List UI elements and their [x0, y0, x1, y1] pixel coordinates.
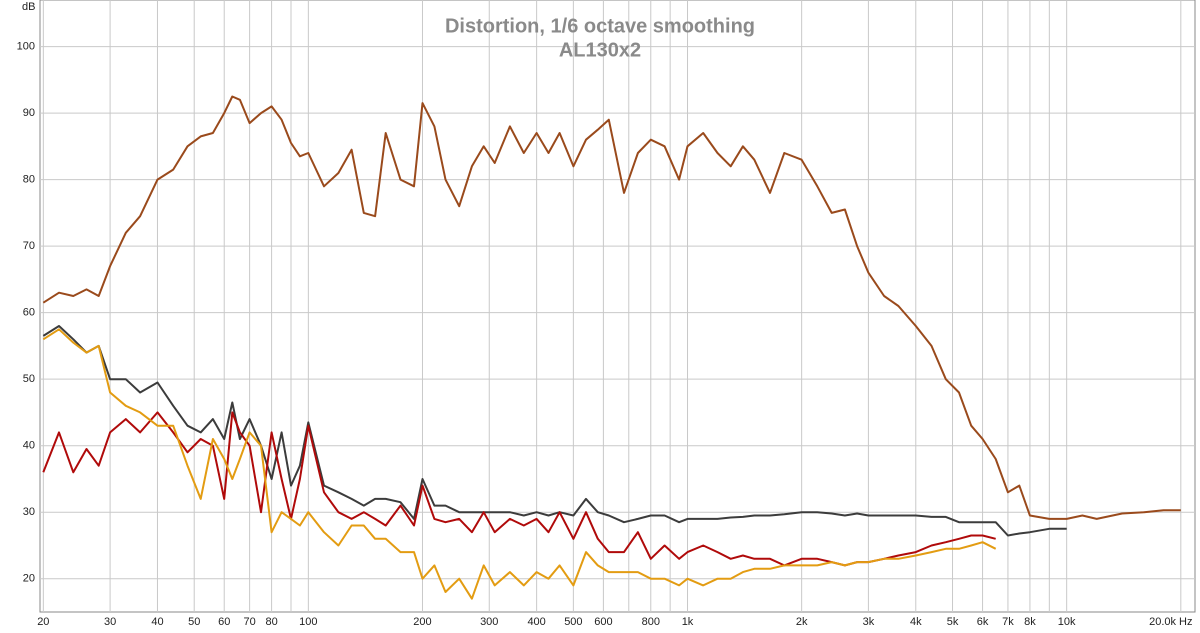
y-tick-label: 40 [23, 440, 35, 452]
x-tick-label: 80 [265, 616, 277, 628]
x-tick-label: 400 [527, 616, 545, 628]
x-tick-label: 5k [947, 616, 959, 628]
x-tick-label: 100 [299, 616, 317, 628]
grid [40, 0, 1195, 612]
y-tick-label: 20 [23, 573, 35, 585]
x-tick-label: 60 [218, 616, 230, 628]
chart-subtitle: AL130x2 [559, 39, 641, 61]
series-line [42, 328, 997, 600]
x-tick-label: 10k [1058, 616, 1076, 628]
series-line [42, 325, 1067, 537]
chart-title: Distortion, 1/6 octave smoothing [445, 15, 755, 37]
y-tick-label: 50 [23, 373, 35, 385]
x-tick-label: 6k [977, 616, 989, 628]
y-tick-label: 30 [23, 506, 35, 518]
x-tick-label: 800 [642, 616, 660, 628]
x-tick-label: 4k [910, 616, 922, 628]
y-axis-label: dB [22, 1, 35, 13]
y-tick-label: 60 [23, 307, 35, 319]
x-tick-label: 30 [104, 616, 116, 628]
x-tick-label: 1k [682, 616, 694, 628]
series-line [42, 411, 996, 567]
x-tick-label: 50 [188, 616, 200, 628]
y-tick-label: 100 [17, 40, 35, 52]
x-tick-label: 70 [243, 616, 255, 628]
x-tick-label: 40 [151, 616, 163, 628]
y-tick-label: 90 [23, 107, 35, 119]
x-tick-label: 2k [796, 616, 808, 628]
x-tick-label: 7k [1002, 616, 1014, 628]
y-tick-label: 70 [23, 240, 35, 252]
x-tick-label: 20 [37, 616, 49, 628]
x-tick-label: 200 [413, 616, 431, 628]
x-tick-label: 3k [863, 616, 875, 628]
x-tick-label: 8k [1024, 616, 1036, 628]
x-tick-label: 300 [480, 616, 498, 628]
lines [42, 95, 1181, 600]
plot-area [39, 0, 1196, 613]
x-tick-label: 20.0k Hz [1149, 616, 1192, 628]
y-tick-label: 80 [23, 174, 35, 186]
x-tick-label: 500 [564, 616, 582, 628]
x-tick-label: 600 [594, 616, 612, 628]
series-line [42, 95, 1181, 520]
